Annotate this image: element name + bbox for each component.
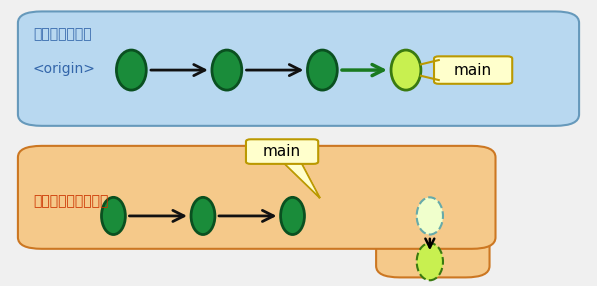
Ellipse shape (191, 197, 215, 235)
Ellipse shape (281, 197, 304, 235)
Text: 中央リポジトリ: 中央リポジトリ (33, 27, 91, 41)
Text: main: main (454, 63, 492, 78)
FancyBboxPatch shape (18, 146, 496, 249)
Polygon shape (282, 162, 319, 197)
Text: ローカルリポジトリ: ローカルリポジトリ (33, 195, 108, 208)
Ellipse shape (212, 50, 242, 90)
Ellipse shape (391, 50, 421, 90)
Ellipse shape (116, 50, 146, 90)
FancyBboxPatch shape (246, 139, 318, 164)
FancyBboxPatch shape (434, 56, 512, 84)
FancyBboxPatch shape (18, 11, 579, 126)
Ellipse shape (417, 243, 443, 280)
Ellipse shape (101, 197, 125, 235)
Text: main: main (263, 144, 301, 159)
Ellipse shape (307, 50, 337, 90)
Ellipse shape (417, 197, 443, 235)
FancyBboxPatch shape (376, 200, 490, 277)
Text: <origin>: <origin> (33, 62, 96, 76)
